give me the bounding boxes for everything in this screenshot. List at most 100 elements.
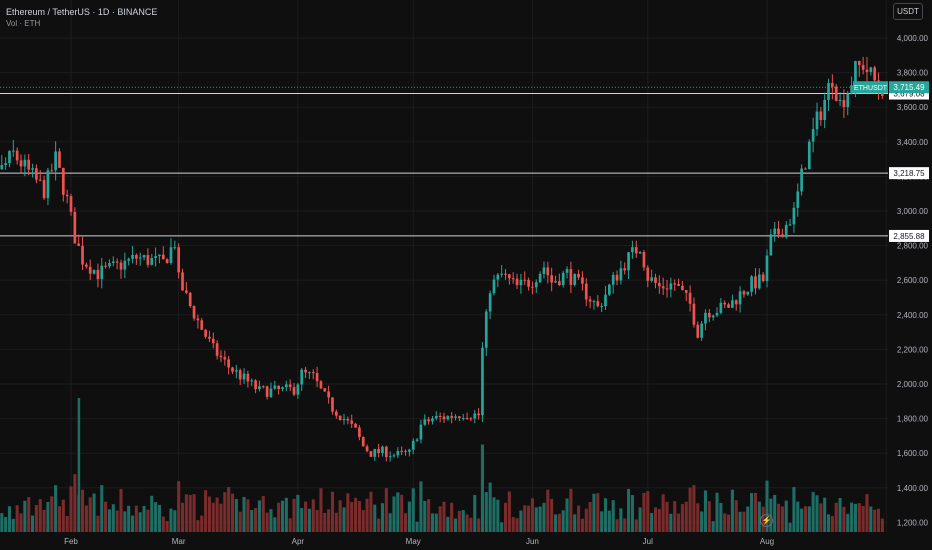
candle-body xyxy=(11,150,15,152)
candle-body xyxy=(173,247,177,249)
volume-bar xyxy=(42,509,46,532)
price-chart[interactable]: ETHUSDT xyxy=(0,0,888,532)
candlesticks xyxy=(0,56,884,462)
candle-body xyxy=(784,225,788,238)
volume-bar xyxy=(365,498,369,532)
candle-body xyxy=(700,323,703,338)
volume-bar xyxy=(188,495,192,532)
volume-bar xyxy=(227,486,231,532)
volume-bar xyxy=(488,482,492,532)
candle-body xyxy=(546,267,550,276)
price-tick-label: 1,800.00 xyxy=(897,415,929,424)
volume-bar xyxy=(815,495,819,532)
symbol-price-tag xyxy=(853,81,888,94)
candle-body xyxy=(527,279,530,287)
volume-bar xyxy=(254,508,258,532)
volume-bar xyxy=(803,506,807,532)
volume-bar xyxy=(411,488,415,532)
candle-body xyxy=(281,387,284,390)
volume-bar xyxy=(480,444,484,532)
candle-body xyxy=(469,418,473,420)
candle-body xyxy=(623,268,627,271)
candle-body xyxy=(838,99,842,101)
candle-body xyxy=(677,283,680,286)
time-tick-label: May xyxy=(406,537,421,546)
volume-bar xyxy=(77,398,81,532)
candle-body xyxy=(138,257,142,259)
candle-body xyxy=(350,420,354,424)
volume-bar xyxy=(434,513,438,532)
candle-body xyxy=(815,111,819,130)
candle-body xyxy=(573,273,577,285)
volume-bar xyxy=(154,502,158,532)
volume-bar xyxy=(753,492,758,532)
volume-bar xyxy=(788,522,792,532)
candle-body xyxy=(165,259,169,263)
candle-body xyxy=(369,451,373,457)
candle-body xyxy=(100,265,104,280)
time-tick-label: Aug xyxy=(760,537,774,546)
candle-body xyxy=(454,416,457,418)
candle-body xyxy=(273,385,277,389)
volume-bar xyxy=(461,510,465,532)
candle-body xyxy=(719,302,723,313)
volume-bar xyxy=(700,511,704,532)
volume-bar xyxy=(280,500,285,532)
candle-body xyxy=(727,304,730,308)
candle-body xyxy=(23,159,27,167)
volume-bar xyxy=(92,493,96,532)
goto-realtime-button[interactable]: ⚡ xyxy=(760,514,773,527)
volume-bar xyxy=(115,510,119,532)
candle-body xyxy=(258,386,261,390)
volume-bar xyxy=(807,506,811,532)
volume-bar xyxy=(127,505,131,532)
volume-bar xyxy=(869,506,873,532)
volume-bar xyxy=(150,495,154,532)
candle-body xyxy=(692,303,696,325)
volume-bar xyxy=(688,487,692,532)
volume-bar xyxy=(369,491,373,532)
candle-body xyxy=(561,272,565,286)
price-axis[interactable]: 1,200.00 1,400.00 1,600.00 1,800.00 2,000.00… xyxy=(888,0,932,532)
candle-body xyxy=(146,255,150,265)
candle-body xyxy=(434,415,438,419)
volume-bar xyxy=(288,518,292,532)
currency-button[interactable]: USDT xyxy=(893,3,923,20)
volume-legend[interactable]: Vol · ETH xyxy=(6,19,41,28)
volume-bar xyxy=(723,513,727,532)
candle-body xyxy=(342,418,346,421)
volume-bar xyxy=(611,500,615,532)
volume-bar xyxy=(111,504,115,532)
candle-body xyxy=(200,320,204,330)
symbol-title[interactable]: Ethereum / TetherUS · 1D · BINANCE xyxy=(6,7,158,17)
candle-body xyxy=(842,99,846,108)
candle-body xyxy=(150,258,154,265)
volume-bar xyxy=(834,502,838,532)
candle-body xyxy=(788,224,792,226)
candle-body xyxy=(800,168,803,192)
candle-body xyxy=(550,275,554,283)
volume-bar xyxy=(780,506,784,532)
volume-bar xyxy=(469,517,473,532)
candle-body xyxy=(127,258,131,261)
price-tick-label: 1,600.00 xyxy=(897,449,929,458)
candle-body xyxy=(154,256,157,259)
volume-bar xyxy=(161,516,165,532)
volume-bar xyxy=(104,501,108,532)
candle-body xyxy=(873,67,877,81)
candle-body xyxy=(338,415,342,421)
candle-body xyxy=(319,381,323,389)
chart-grid xyxy=(0,0,888,532)
time-axis[interactable]: Feb Mar Apr May Jun Jul Aug xyxy=(0,532,888,550)
candle-body xyxy=(811,129,815,142)
volume-bar xyxy=(415,521,419,532)
volume-bar xyxy=(473,494,477,532)
volume-bar xyxy=(465,514,469,532)
candle-body xyxy=(396,450,400,456)
candle-body xyxy=(861,65,865,70)
volume-bar xyxy=(665,501,669,532)
volume-bar xyxy=(119,488,123,532)
candle-body xyxy=(227,359,231,368)
candle-body xyxy=(465,417,469,419)
candle-body xyxy=(111,261,115,263)
